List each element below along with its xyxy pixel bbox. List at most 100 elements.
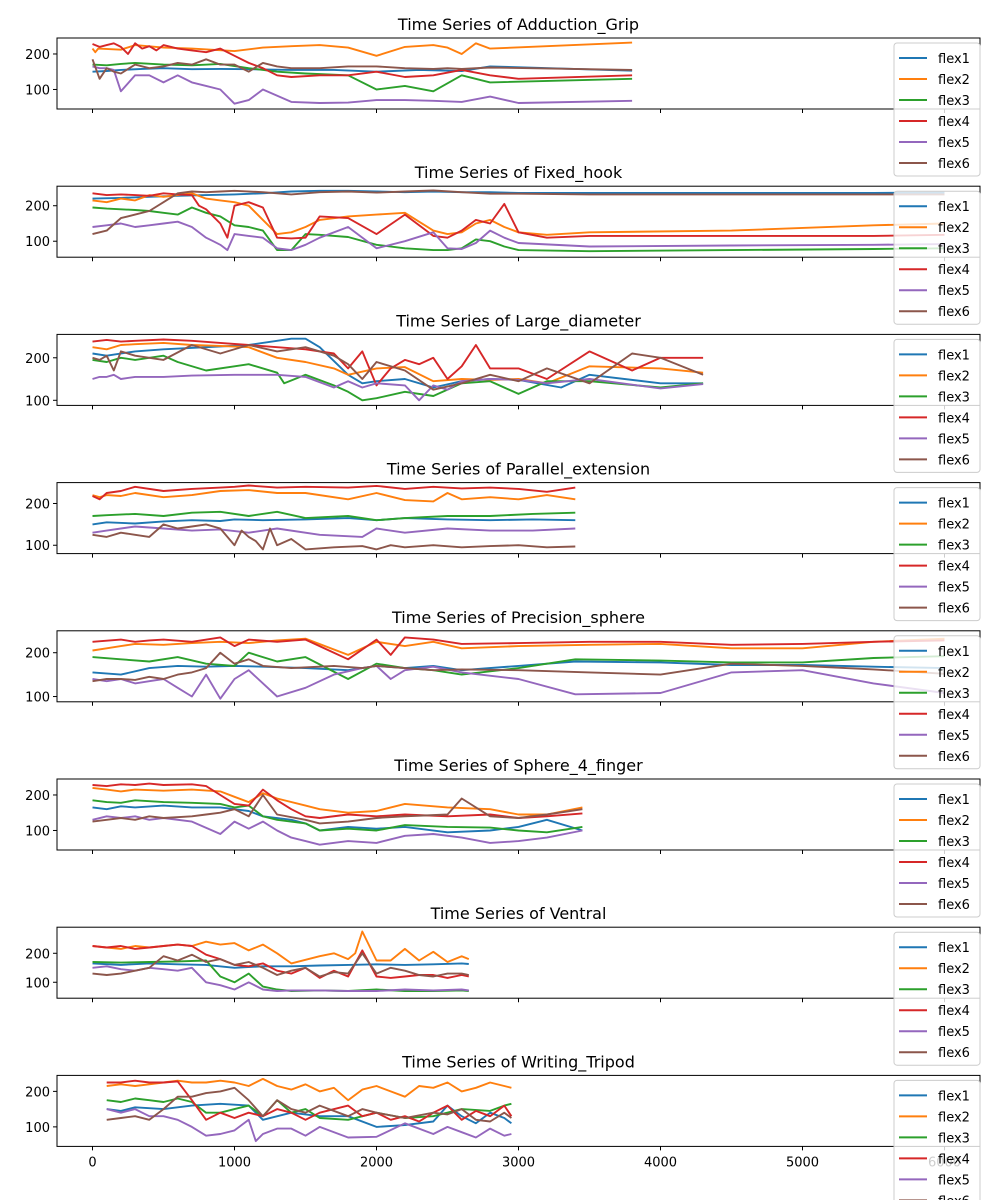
series-line-flex4 <box>106 1079 513 1123</box>
subplot-title: Time Series of Sphere_4_finger <box>393 756 643 776</box>
legend-label: flex4 <box>938 708 970 723</box>
series-line-flex3 <box>92 354 704 402</box>
x-tick-label: 5000 <box>786 1155 819 1170</box>
series-line-flex1 <box>92 962 469 969</box>
series-line-flex6 <box>92 344 704 391</box>
y-tick-label: 100 <box>25 394 50 409</box>
subplot-3: Time Series of Large_diameter 100 200 <box>25 311 981 410</box>
legend-label: flex3 <box>938 94 970 109</box>
legend-label: flex5 <box>938 432 970 447</box>
legend-label: flex1 <box>938 1089 970 1104</box>
legend-label: flex2 <box>938 666 970 681</box>
subplot-1: Time Series of Adduction_Grip 100 200 <box>25 15 981 113</box>
series-line-flex2 <box>91 41 633 57</box>
legend-label: flex5 <box>938 877 970 892</box>
subplot-title: Time Series of Parallel_extension <box>386 460 650 480</box>
series-group <box>92 930 470 992</box>
axes-frame <box>56 482 981 555</box>
series-line-flex6 <box>92 651 945 683</box>
series-line-flex6 <box>91 58 633 80</box>
y-tick-label: 200 <box>25 1085 50 1100</box>
legend-label: flex3 <box>938 835 970 850</box>
legend-label: flex2 <box>938 518 970 533</box>
legend-label: flex5 <box>938 1025 970 1040</box>
y-tick-label: 200 <box>25 48 50 63</box>
legend-label: flex4 <box>938 411 970 426</box>
series-group <box>106 1077 513 1143</box>
subplot-title: Time Series of Precision_sphere <box>391 608 645 628</box>
legend: flex1 flex2 flex3 flex4 flex5 flex6 <box>893 338 981 473</box>
legend-label: flex6 <box>938 602 970 617</box>
series-line-flex1 <box>106 1102 512 1128</box>
legend-label: flex3 <box>938 983 970 998</box>
series-line-flex5 <box>92 664 945 700</box>
legend-label: flex4 <box>938 1152 970 1167</box>
series-line-flex3 <box>92 206 945 253</box>
series-line-flex6 <box>92 794 583 825</box>
series-line-flex3 <box>92 651 945 680</box>
legend-label: flex2 <box>938 1110 970 1125</box>
legend-label: flex1 <box>938 200 970 215</box>
series-line-flex6 <box>106 1086 512 1123</box>
series-group <box>92 484 576 551</box>
series-line-flex5 <box>92 65 633 105</box>
series-line-flex2 <box>92 786 583 816</box>
legend-label: flex1 <box>938 52 970 67</box>
series-line-flex5 <box>92 525 576 538</box>
y-tick-label: 100 <box>25 83 50 98</box>
series-line-flex6 <box>92 523 576 551</box>
legend-label: flex5 <box>938 284 970 299</box>
x-tick-label: 0 <box>88 1155 96 1170</box>
legend-label: flex5 <box>938 136 970 151</box>
series-line-flex4 <box>92 782 583 819</box>
subplot-title: Time Series of Writing_Tripod <box>401 1052 635 1072</box>
legend-label: flex4 <box>938 115 970 130</box>
legend-label: flex1 <box>938 348 970 363</box>
legend-label: flex5 <box>938 1173 970 1188</box>
legend-label: flex2 <box>938 221 970 236</box>
subplot-7: Time Series of Ventral 100 200 <box>25 904 981 1003</box>
series-line-flex1 <box>92 517 576 526</box>
legend-label: flex3 <box>938 390 970 405</box>
legend: flex1 flex2 flex3 flex4 flex5 flex6 <box>893 783 981 918</box>
series-line-flex5 <box>106 1108 512 1143</box>
series-group <box>92 636 945 700</box>
series-line-flex4 <box>92 42 633 80</box>
series-line-flex3 <box>92 510 576 522</box>
y-tick-label: 200 <box>25 497 50 512</box>
legend: flex1 flex2 flex3 flex4 flex5 flex6 <box>893 635 981 770</box>
legend-label: flex3 <box>938 687 970 702</box>
axes-frame <box>56 926 981 999</box>
series-line-flex5 <box>92 815 583 846</box>
x-tick-label: 4000 <box>644 1155 677 1170</box>
x-tick-label: 1000 <box>218 1155 251 1170</box>
y-tick-label: 200 <box>25 947 50 962</box>
legend-label: flex2 <box>938 369 970 384</box>
legend-label: flex6 <box>938 1194 970 1200</box>
legend-label: flex1 <box>938 793 970 808</box>
legend-label: flex4 <box>938 263 970 278</box>
legend-label: flex1 <box>938 941 970 956</box>
series-line-flex2 <box>92 489 576 503</box>
y-tick-label: 100 <box>25 235 50 250</box>
legend-box <box>893 1079 981 1200</box>
series-line-flex3 <box>92 959 469 992</box>
subplot-6: Time Series of Sphere_4_finger 100 200 <box>25 756 981 854</box>
legend: flex1 flex2 flex3 flex4 flex5 flex6 <box>893 487 981 622</box>
series-line-flex5 <box>92 220 945 252</box>
legend-label: flex6 <box>938 305 970 320</box>
series-line-flex4 <box>92 484 576 501</box>
subplot-2: Time Series of Fixed_hook 100 200 <box>25 163 981 262</box>
y-tick-label: 100 <box>25 824 50 839</box>
axes-frame <box>56 185 981 258</box>
legend-label: flex2 <box>938 73 970 88</box>
series-line-flex6 <box>92 189 945 236</box>
series-group <box>92 782 583 846</box>
legend-label: flex2 <box>938 814 970 829</box>
y-tick-label: 100 <box>25 691 50 706</box>
legend-label: flex6 <box>938 1046 970 1061</box>
series-line-flex1 <box>92 804 583 834</box>
series-line-flex5 <box>92 965 469 992</box>
series-line-flex4 <box>92 338 704 387</box>
